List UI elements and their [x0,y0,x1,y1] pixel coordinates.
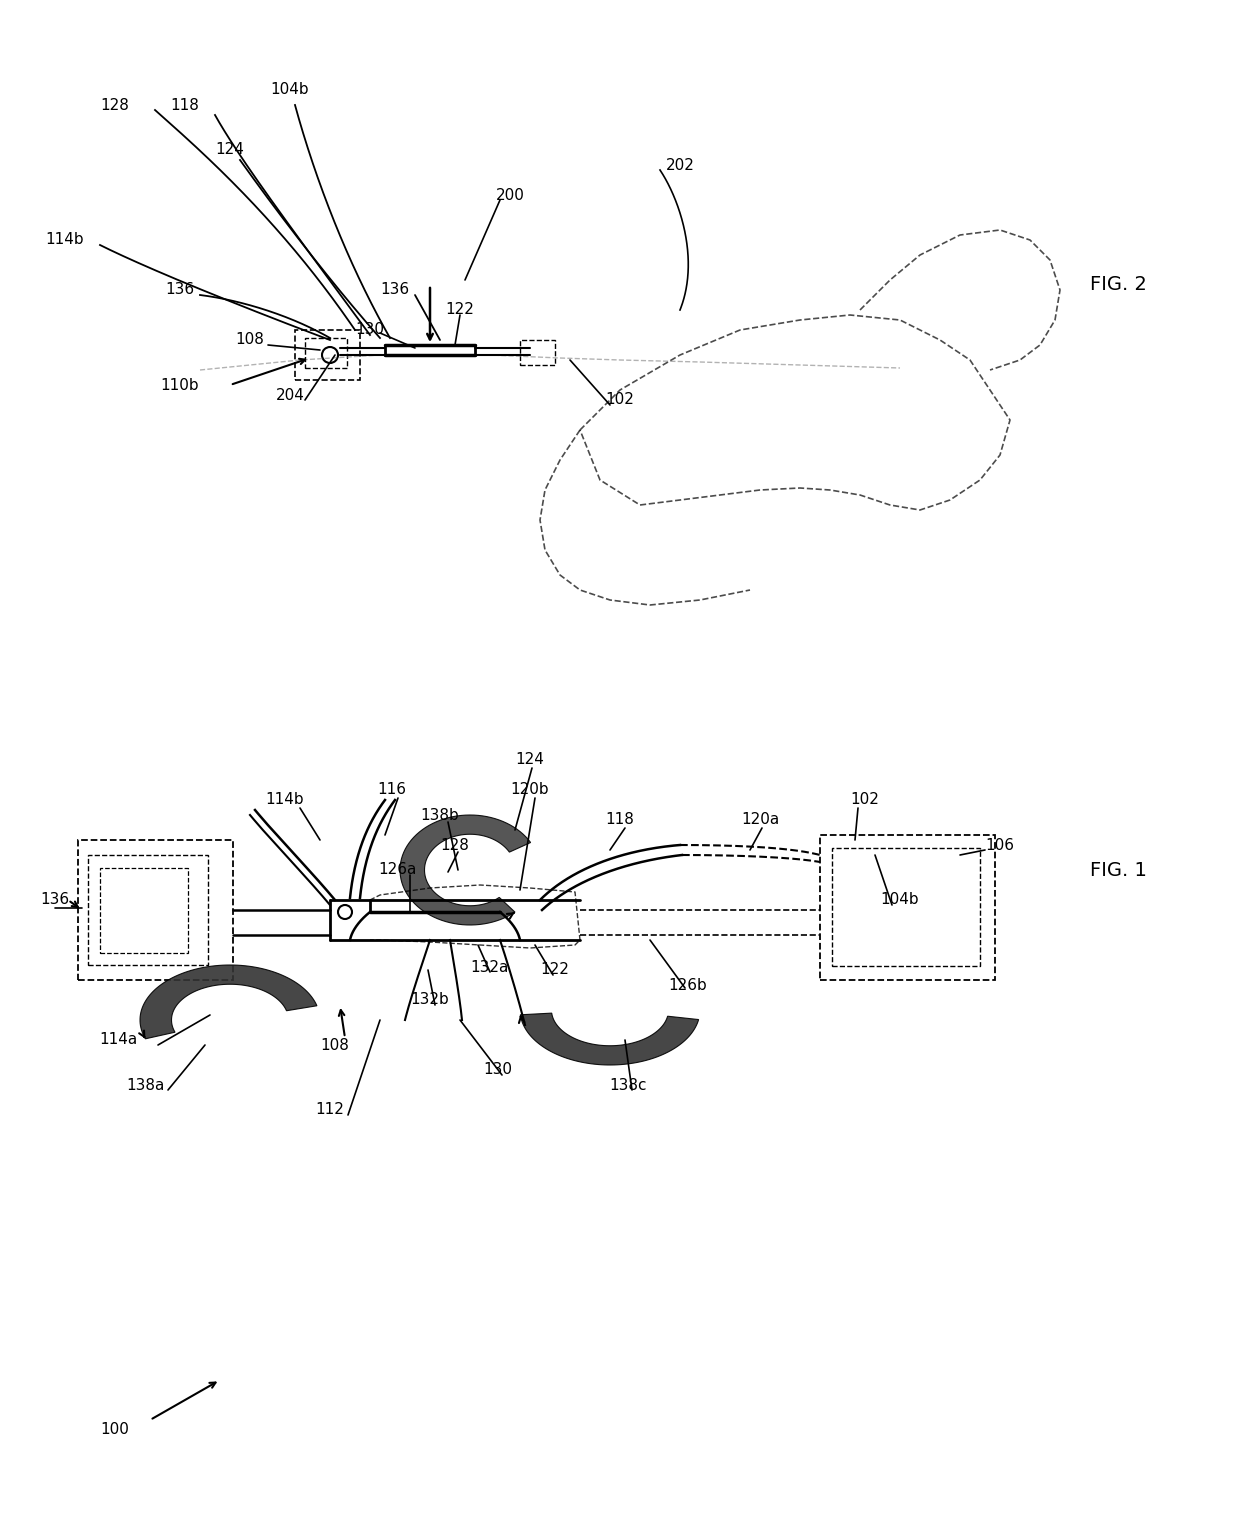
Text: 136: 136 [165,283,195,298]
Text: 130: 130 [484,1062,512,1077]
Bar [100,868,188,953]
Text: 120a: 120a [740,813,779,827]
Bar [78,841,233,981]
Text: 104b: 104b [270,83,309,97]
Text: 108: 108 [236,332,264,347]
Text: 122: 122 [445,303,475,318]
Text: 118: 118 [171,97,200,112]
Text: 126b: 126b [668,978,707,993]
Text: 138b: 138b [420,807,459,822]
Bar [820,835,994,981]
Bar [88,855,208,965]
Text: 128: 128 [100,97,129,112]
Text: 124: 124 [216,143,244,157]
Text: 114a: 114a [99,1033,138,1048]
Text: 122: 122 [541,962,569,978]
Text: 132a: 132a [471,961,510,976]
Text: 136: 136 [381,283,409,298]
Bar [832,848,980,965]
Text: 200: 200 [496,188,525,203]
Text: 114b: 114b [265,793,304,807]
Text: 108: 108 [321,1037,350,1053]
Text: 202: 202 [666,157,694,172]
Bar [520,340,556,364]
Text: 118: 118 [605,813,635,827]
Bar [295,330,360,380]
Bar [305,338,347,367]
Polygon shape [401,815,531,925]
Text: 136: 136 [41,893,69,907]
Text: FIG. 2: FIG. 2 [1090,275,1147,295]
Text: 132b: 132b [410,993,449,1007]
Text: 130: 130 [356,323,384,338]
Text: 120b: 120b [511,782,549,798]
Text: 102: 102 [605,392,635,407]
Text: 116: 116 [377,782,407,798]
Text: 114b: 114b [46,232,84,247]
Text: 124: 124 [516,753,544,767]
Text: 204: 204 [275,387,305,403]
Polygon shape [140,965,317,1039]
Text: FIG. 1: FIG. 1 [1090,861,1147,879]
Text: 138c: 138c [609,1077,647,1093]
Text: 110b: 110b [161,378,200,392]
Text: 112: 112 [315,1102,345,1117]
Polygon shape [521,1013,698,1065]
Text: 126a: 126a [378,862,417,878]
Text: 138a: 138a [125,1077,164,1093]
Text: 106: 106 [986,838,1014,853]
Text: 100: 100 [100,1423,129,1437]
Text: 128: 128 [440,838,470,853]
Text: 102: 102 [851,793,879,807]
Text: 104b: 104b [880,893,919,907]
